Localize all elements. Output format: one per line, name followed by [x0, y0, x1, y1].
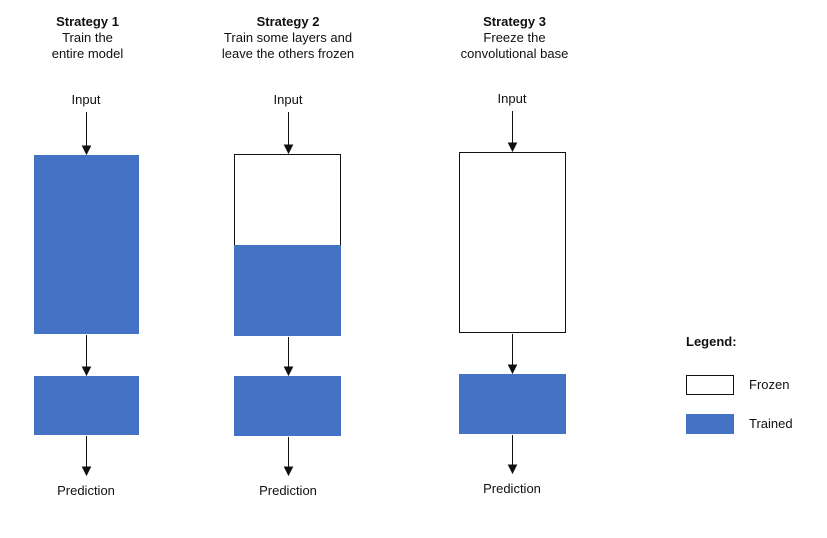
strategy-1-desc-line1: Train the: [62, 30, 113, 45]
strategy-1-title: Strategy 1: [56, 14, 119, 29]
legend-title: Legend:: [686, 334, 737, 349]
strategy-2-classifier-block: [234, 376, 341, 436]
strategy-3-desc-line2: convolutional base: [460, 46, 569, 61]
strategy-2-prediction-label: Prediction: [259, 483, 317, 498]
strategy-3-desc-line1: Freeze the: [483, 30, 546, 45]
strategy-3-input-label: Input: [497, 91, 527, 106]
legend-frozen-label: Frozen: [749, 377, 790, 392]
strategy-2-frozen-layers: [234, 154, 341, 246]
strategy-2-input-label: Input: [273, 92, 303, 107]
strategy-1-desc-line2: entire model: [51, 46, 124, 61]
strategy-1-column: Strategy 1 Train the entire model: [20, 14, 155, 62]
strategy-2-trained-layers: [234, 245, 341, 336]
legend-trained-swatch: [686, 414, 734, 434]
strategy-3-column: Strategy 3 Freeze the convolutional base: [432, 14, 597, 62]
strategy-2-desc-line1: Train some layers and: [223, 30, 353, 45]
strategy-3-prediction-label: Prediction: [483, 481, 541, 496]
strategy-1-prediction-label: Prediction: [57, 483, 115, 498]
strategy-3-title: Strategy 3: [483, 14, 546, 29]
strategy-1-classifier-block: [34, 376, 139, 435]
strategy-3-base-block: [459, 152, 566, 333]
legend-trained-label: Trained: [749, 416, 793, 431]
legend-frozen-swatch: [686, 375, 734, 395]
strategy-2-title: Strategy 2: [256, 14, 320, 29]
strategy-3-classifier-block: [459, 374, 566, 434]
strategy-1-input-label: Input: [71, 92, 101, 107]
strategy-2-column: Strategy 2 Train some layers and leave t…: [198, 14, 378, 62]
strategy-2-desc-line2: leave the others frozen: [221, 46, 355, 61]
strategy-1-base-block: [34, 155, 139, 334]
